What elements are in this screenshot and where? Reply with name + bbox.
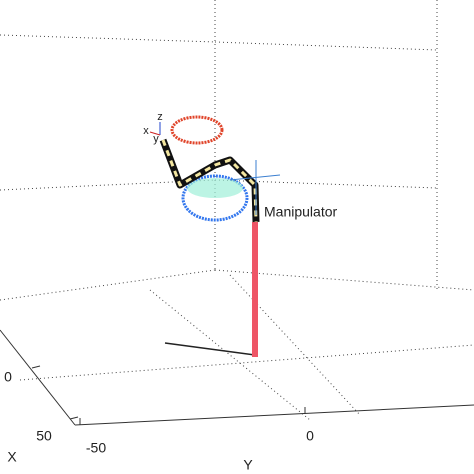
pedestal xyxy=(252,222,258,357)
y-tick-label: 0 xyxy=(306,428,314,444)
y-tick-label: -50 xyxy=(86,440,106,456)
frame-axis xyxy=(149,131,161,136)
joint-axis xyxy=(229,174,281,181)
frame-label: y xyxy=(153,133,159,145)
x-tick-label: 0 xyxy=(4,369,12,385)
x-tick-label: 50 xyxy=(36,428,52,444)
robot-name: Manipulator xyxy=(264,204,337,220)
arm-links-stripe xyxy=(161,139,258,223)
box-grid xyxy=(0,0,474,421)
ellipsoid-blue xyxy=(181,174,249,222)
x-axis-label: X xyxy=(7,449,17,465)
frame-label: z xyxy=(157,111,163,123)
ellipsoid-cap xyxy=(187,178,243,198)
y-axis-label: Y xyxy=(243,457,253,473)
axes xyxy=(0,329,474,426)
ellipsoid-red xyxy=(170,115,224,145)
arm-shadow xyxy=(164,342,256,356)
frame-label: x xyxy=(143,125,149,137)
